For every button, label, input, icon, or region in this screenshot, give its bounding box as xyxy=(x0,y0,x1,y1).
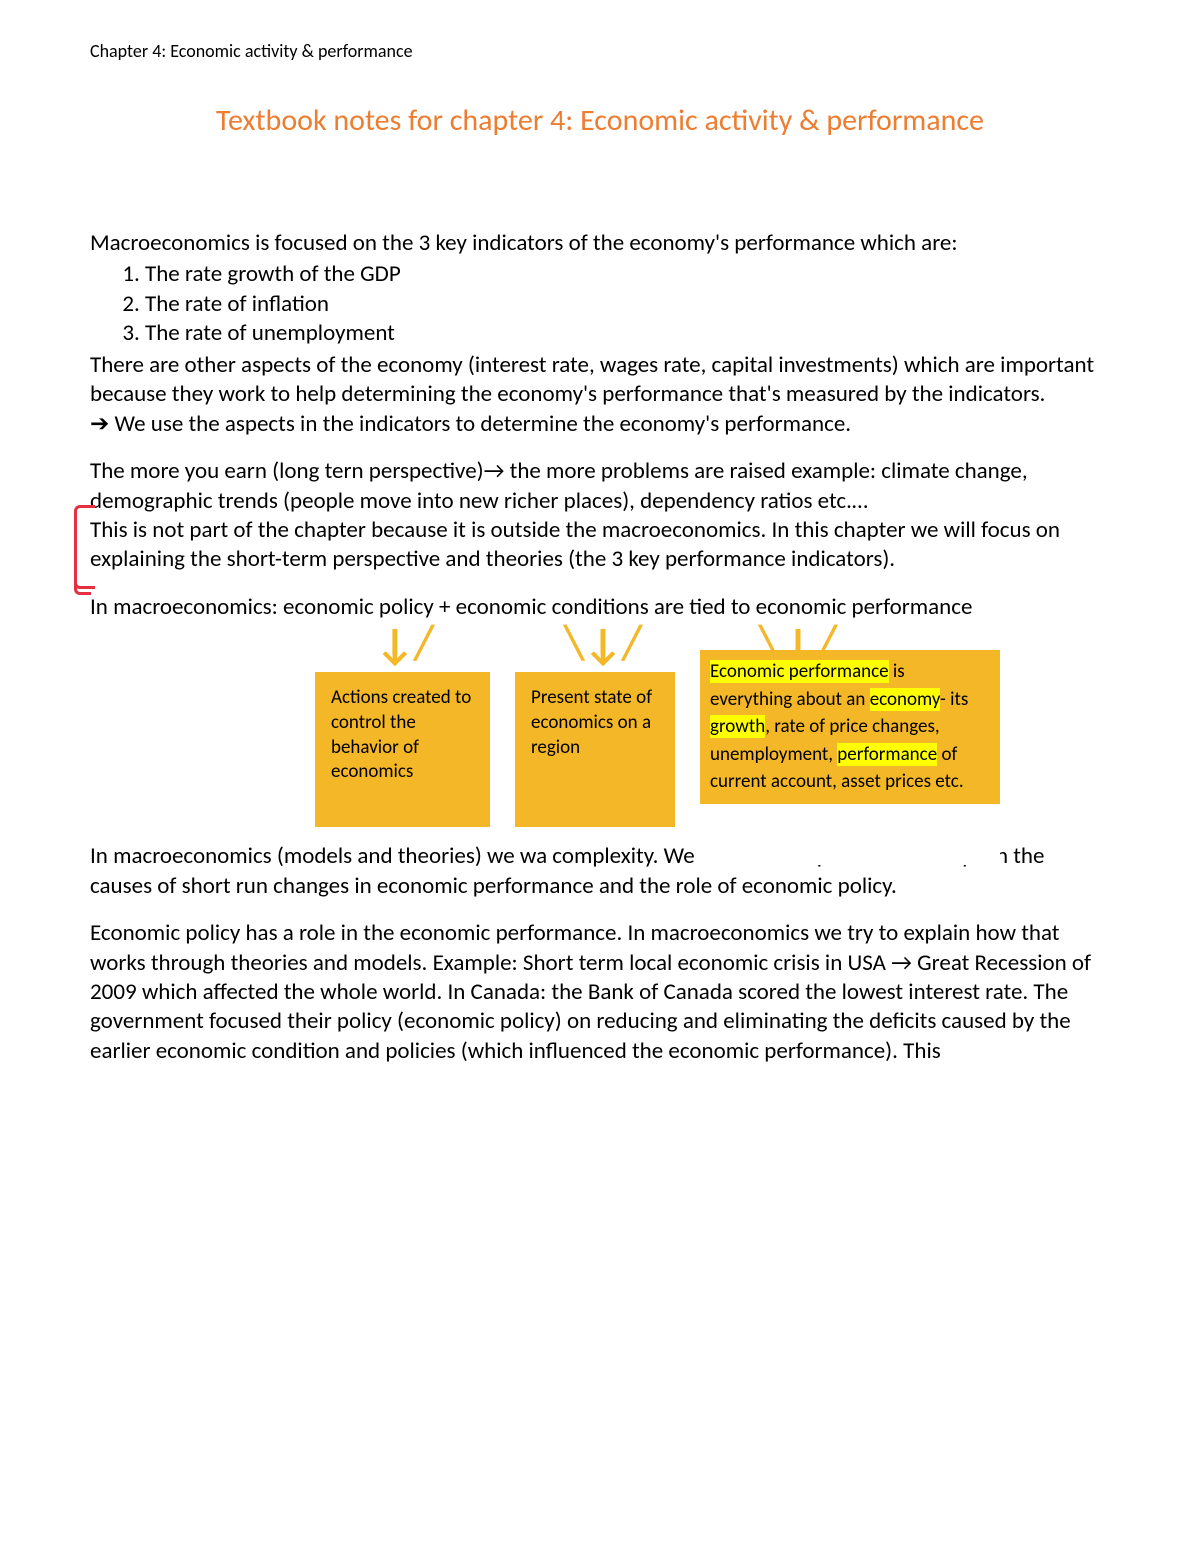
intro-after-list: There are other aspects of the economy (… xyxy=(90,351,1094,408)
intro-lead: Macroeconomics is focused on the 3 key i… xyxy=(90,229,958,257)
concept-box-performance: Economic performance is everything about… xyxy=(700,650,1000,865)
intro-paragraph: Macroeconomics is focused on the 3 key i… xyxy=(90,229,1110,439)
box3-hl: performance xyxy=(837,743,937,766)
page-header: Chapter 4: Economic activity & performan… xyxy=(90,40,1110,62)
indicator-item: The rate of inflation xyxy=(145,290,1110,319)
concept-boxes-row: ↓╱ ╲↓╱ ╲↓╱ Actions created to control th… xyxy=(220,632,1110,862)
page-title: Textbook notes for chapter 4: Economic a… xyxy=(90,102,1110,139)
document-page: Chapter 4: Economic activity & performan… xyxy=(0,0,1200,1144)
indicator-list: The rate growth of the GDP The rate of i… xyxy=(90,260,1110,348)
box1-text: Actions created to control the behavior … xyxy=(331,686,471,783)
intro-arrow-line: ➔ We use the aspects in the indicators t… xyxy=(90,410,851,438)
not-part-paragraph: This is not part of the chapter because … xyxy=(90,516,1110,575)
concept-box-policy: Actions created to control the behavior … xyxy=(315,672,490,827)
box2-text: Present state of economics on a region xyxy=(531,686,652,758)
policy-paragraph: Economic policy has a role in the econom… xyxy=(90,919,1110,1066)
red-bracket-tail xyxy=(74,578,91,595)
indicator-item: The rate growth of the GDP xyxy=(145,260,1110,289)
earn-paragraph: The more you earn (long tern perspective… xyxy=(90,457,1110,516)
box3-text: - its xyxy=(940,688,968,711)
indicator-item: The rate of unemployment xyxy=(145,319,1110,348)
red-bracket-annotation xyxy=(74,505,95,589)
arrow-down-icon: ↓╱ xyxy=(375,622,433,666)
arrow-down-icon: ╲↓╱ xyxy=(565,622,641,666)
box3-hl: Economic performance xyxy=(710,660,889,683)
concept-box-conditions: Present state of economics on a region xyxy=(515,672,675,827)
box3-hl: economy xyxy=(870,688,940,711)
box3-hl: growth xyxy=(710,715,765,738)
